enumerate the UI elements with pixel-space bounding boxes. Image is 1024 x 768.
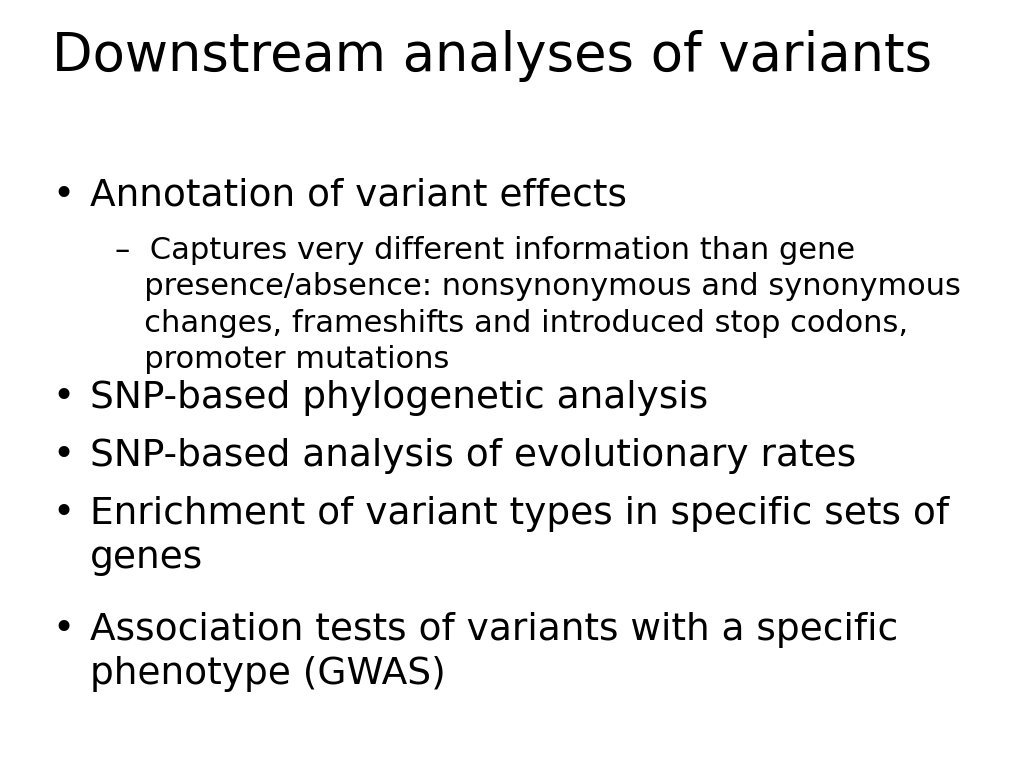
Text: SNP-based phylogenetic analysis: SNP-based phylogenetic analysis xyxy=(90,380,709,416)
Text: –  Captures very different information than gene
   presence/absence: nonsynonym: – Captures very different information th… xyxy=(115,236,961,374)
Text: •: • xyxy=(52,496,74,532)
Text: Enrichment of variant types in specific sets of
genes: Enrichment of variant types in specific … xyxy=(90,496,949,577)
Text: •: • xyxy=(52,612,74,648)
Text: Annotation of variant effects: Annotation of variant effects xyxy=(90,178,627,214)
Text: Downstream analyses of variants: Downstream analyses of variants xyxy=(52,30,932,82)
Text: •: • xyxy=(52,380,74,416)
Text: •: • xyxy=(52,438,74,474)
Text: Association tests of variants with a specific
phenotype (GWAS): Association tests of variants with a spe… xyxy=(90,612,898,693)
Text: SNP-based analysis of evolutionary rates: SNP-based analysis of evolutionary rates xyxy=(90,438,856,474)
Text: •: • xyxy=(52,178,74,214)
